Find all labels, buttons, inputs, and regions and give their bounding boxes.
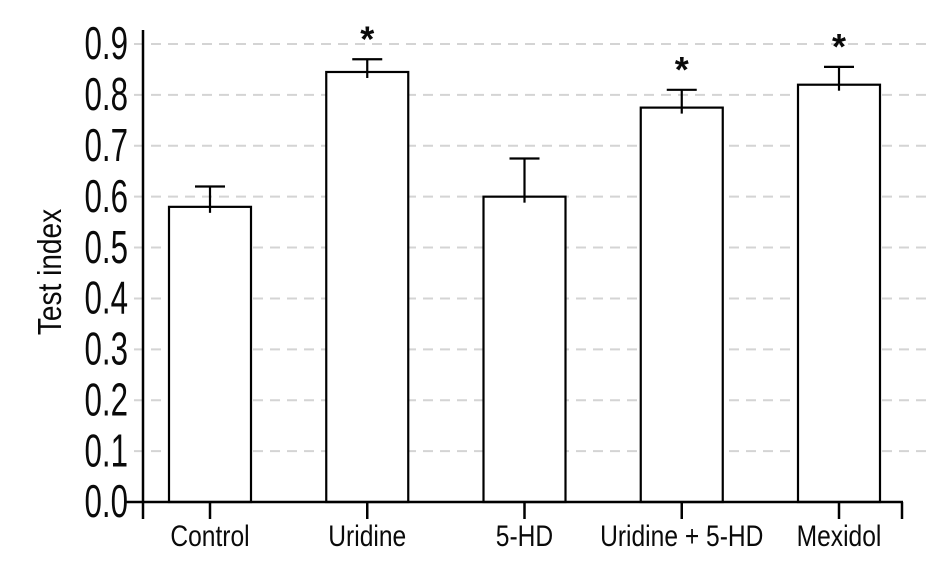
x-tick-label: Uridine + 5-HD <box>600 519 763 553</box>
x-tick-label: Control <box>170 519 249 553</box>
y-tick-label: 0.7 <box>85 120 128 171</box>
y-tick-label: 0.5 <box>85 222 128 273</box>
y-tick-label: 0.6 <box>85 171 128 222</box>
y-tick-label: 0.9 <box>85 18 128 69</box>
significance-asterisk: * <box>675 49 689 90</box>
y-tick-label: 0.4 <box>85 273 128 324</box>
y-tick-label: 0.2 <box>85 374 128 425</box>
bar <box>482 195 567 504</box>
bar <box>639 106 724 504</box>
y-tick-label: 0.3 <box>85 324 128 375</box>
significance-asterisk: * <box>832 26 846 67</box>
bar <box>325 70 410 504</box>
y-axis-label: Test index <box>32 209 69 335</box>
bar <box>167 205 253 504</box>
bar <box>796 83 882 504</box>
y-tick-label: 0.8 <box>85 69 128 120</box>
x-tick-label: Mexidol <box>797 519 882 553</box>
y-tick-label: 0.1 <box>85 425 128 476</box>
x-tick-label: Uridine <box>328 519 406 553</box>
y-tick-label: 0.0 <box>85 476 128 527</box>
significance-asterisk: * <box>360 18 374 59</box>
x-tick-label: 5-HD <box>496 519 553 553</box>
